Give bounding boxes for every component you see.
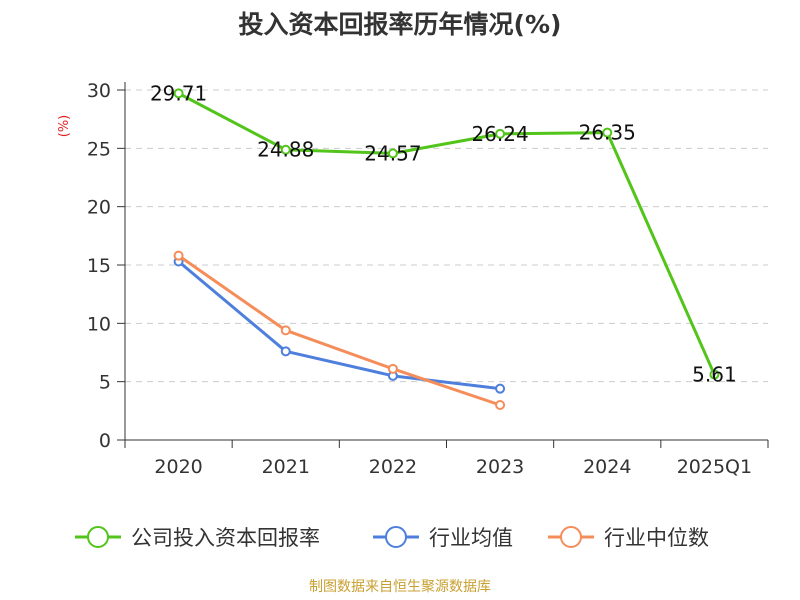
data-point [495,400,506,410]
series-line-2 [177,254,502,407]
data-point [173,88,184,99]
legend-swatch-marker [87,526,109,548]
series-lines [173,88,720,410]
data-point [387,148,398,159]
legend-label: 公司投入资本回报率 [131,526,320,550]
x-tick-label: 2025Q1 [677,456,752,478]
legend-label: 行业均值 [429,526,513,550]
data-label: 26.24 [471,122,528,146]
y-tick-label: 5 [99,372,111,394]
data-point [709,369,720,380]
y-tick-label: 15 [87,255,111,277]
data-label: 24.88 [257,138,314,162]
y-axis-unit-label: (%) [57,115,72,138]
legend-label: 行业中位数 [604,526,709,550]
legend-item-2: 行业中位数 [548,526,709,550]
data-point [280,144,291,155]
data-point [387,363,398,374]
data-labels: 29.71 24.88 24.57 26.24 26.35 5.61 [150,81,737,386]
y-tick-label: 25 [87,138,111,160]
x-tick-label: 2022 [369,456,417,478]
legend-item-0: 公司投入资本回报率 [75,526,320,550]
data-label: 29.71 [150,81,207,105]
x-tick-label: 2020 [154,456,202,478]
data-point [280,325,291,336]
data-point [173,250,184,261]
legend-swatch-marker [385,526,407,548]
axes: 0 5 10 15 20 25 30 2020 2021 2022 2023 2024 2025Q1 [87,80,769,478]
legend-swatch-marker [560,526,582,548]
y-tick-label: 0 [99,430,111,452]
grid-lines [125,89,768,383]
legend: 公司投入资本回报率 行业均值 行业中位数 [75,526,709,550]
data-point [280,346,291,357]
data-label: 26.35 [579,121,636,145]
data-label: 5.61 [692,363,737,387]
y-tick-label: 30 [87,80,111,102]
source-note: 制图数据来自恒生聚源数据库 [309,579,491,595]
series-line-1 [177,260,502,391]
data-point [495,383,506,394]
x-tick-label: 2024 [583,456,631,478]
y-tick-label: 10 [87,313,111,335]
y-tick-label: 20 [87,197,111,219]
data-point [495,128,506,139]
series-line-0 [177,91,716,377]
legend-item-1: 行业均值 [373,526,513,550]
x-tick-label: 2023 [476,456,524,478]
chart-title: 投入资本回报率历年情况(%) [239,10,562,39]
data-point [602,127,613,138]
x-tick-label: 2021 [262,456,310,478]
data-label: 24.57 [364,141,421,165]
